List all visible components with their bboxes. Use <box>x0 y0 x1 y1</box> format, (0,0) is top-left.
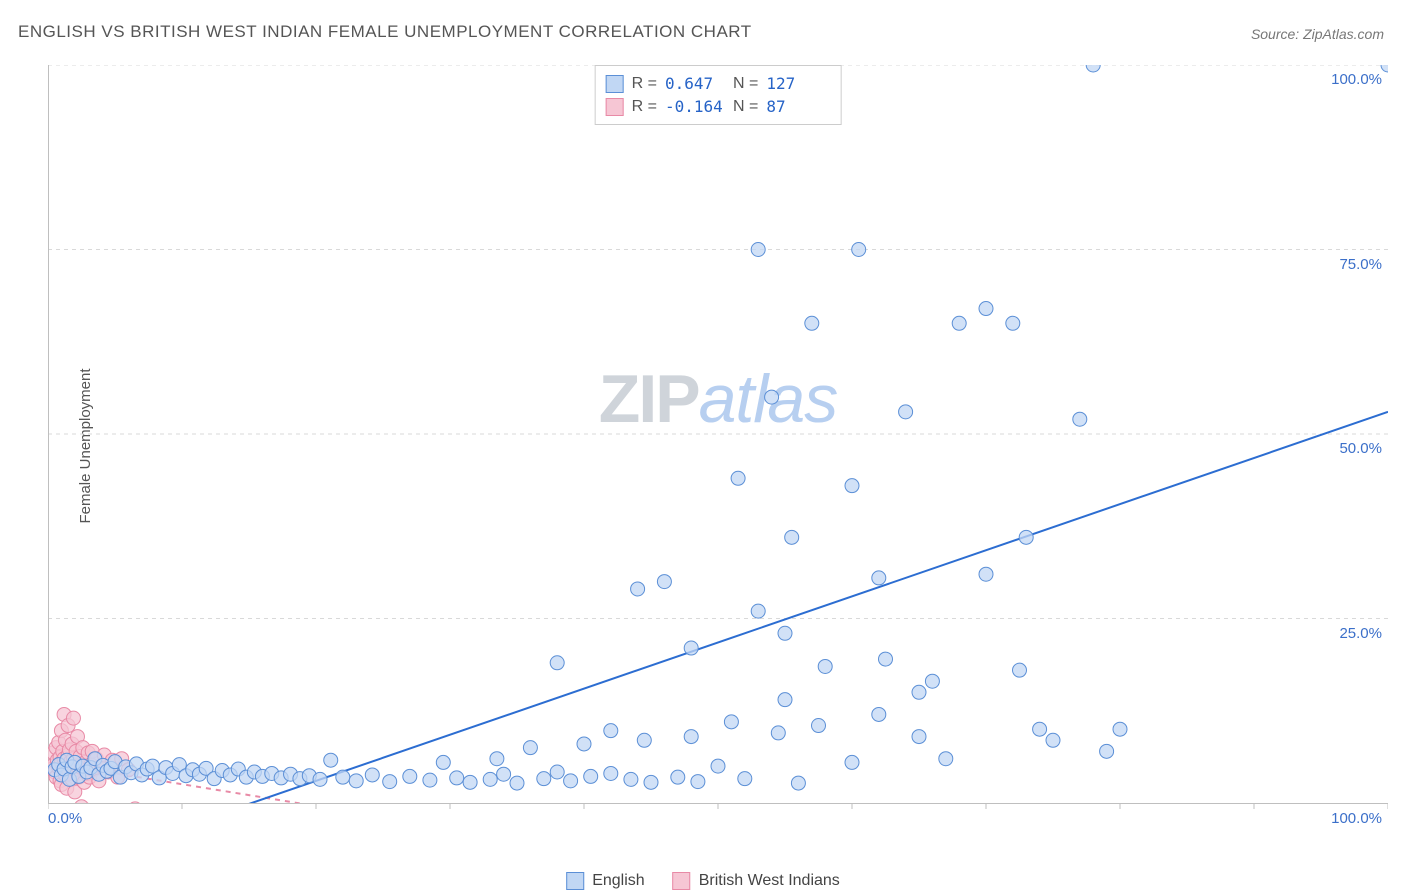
source-attribution: Source: ZipAtlas.com <box>1251 26 1384 42</box>
scatter-plot <box>48 65 1388 825</box>
n-value-bwi: 87 <box>766 97 826 116</box>
swatch-english <box>606 75 624 93</box>
legend-item-bwi: British West Indians <box>673 872 840 890</box>
n-value-english: 127 <box>766 74 826 93</box>
legend-swatch-english <box>566 872 584 890</box>
chart-title: ENGLISH VS BRITISH WEST INDIAN FEMALE UN… <box>18 22 752 42</box>
stats-box: R = 0.647 N = 127 R = -0.164 N = 87 <box>595 65 842 125</box>
legend-label-bwi: British West Indians <box>699 872 840 890</box>
plot-area: ZIPatlas R = 0.647 N = 127 R = -0.164 N … <box>48 65 1388 825</box>
bottom-legend: English British West Indians <box>566 872 840 890</box>
legend-label-english: English <box>592 872 644 890</box>
stats-row-bwi: R = -0.164 N = 87 <box>606 95 827 118</box>
legend-swatch-bwi <box>673 872 691 890</box>
stats-row-english: R = 0.647 N = 127 <box>606 72 827 95</box>
legend-item-english: English <box>566 872 644 890</box>
r-value-bwi: -0.164 <box>665 97 725 116</box>
r-value-english: 0.647 <box>665 74 725 93</box>
swatch-bwi <box>606 98 624 116</box>
